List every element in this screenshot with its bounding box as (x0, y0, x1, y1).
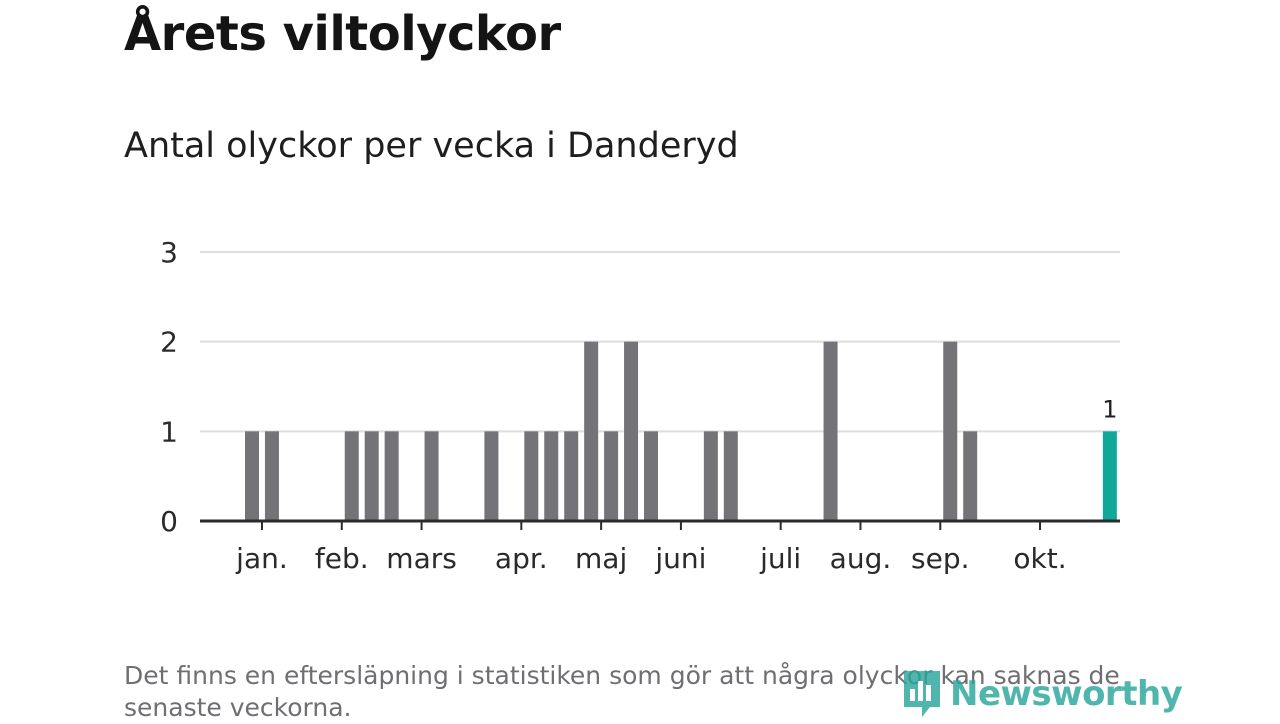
bars (245, 341, 1117, 521)
x-tick-label: maj (575, 542, 627, 575)
x-tick-label: jan. (235, 542, 288, 575)
bar (823, 341, 838, 521)
y-axis-ticks: 0 1 2 3 (160, 236, 178, 538)
chart-subtitle: Antal olyckor per vecka i Danderyd (124, 126, 739, 166)
chart-title: Årets viltolyckor (124, 6, 561, 62)
x-tick-label: juli (759, 542, 801, 575)
newsworthy-logo-text: Newsworthy (950, 674, 1183, 714)
x-tick-label: juni (654, 542, 706, 575)
y-tick-label: 0 (160, 505, 178, 538)
bar (943, 341, 958, 521)
y-tick-label: 1 (160, 415, 178, 448)
bar (424, 431, 439, 521)
x-tick-label: okt. (1013, 542, 1066, 575)
bar (703, 431, 718, 521)
footnote: Det finns en eftersläpning i statistiken… (124, 661, 1120, 722)
bar (384, 431, 399, 521)
bar (364, 431, 379, 521)
bar (245, 431, 259, 521)
bar (564, 431, 579, 521)
newsworthy-logo: Newsworthy (902, 668, 1183, 720)
bar (604, 431, 619, 521)
bar-highlighted (1102, 431, 1117, 521)
annotations: 1 (1102, 395, 1117, 423)
x-tick-label: aug. (830, 542, 892, 575)
y-tick-label: 3 (160, 236, 178, 269)
x-axis (200, 519, 1120, 530)
highlight-value-label: 1 (1102, 395, 1117, 423)
bar (723, 431, 738, 521)
newsworthy-logo-icon (904, 671, 940, 717)
gridlines (200, 251, 1120, 433)
bar-chart: 0 1 2 3 jan. feb. mars apr. maj juni juli aug. sep.… (160, 236, 1120, 575)
bar (624, 341, 639, 521)
x-tick-label: feb. (315, 542, 369, 575)
y-tick-label: 2 (160, 326, 178, 359)
bar (344, 431, 359, 521)
x-tick-label: apr. (495, 542, 548, 575)
bar (484, 431, 499, 521)
bar (524, 431, 539, 521)
bar (644, 431, 658, 521)
bar (584, 341, 599, 521)
bar (264, 431, 279, 521)
x-tick-label: mars (386, 542, 457, 575)
x-axis-labels: jan. feb. mars apr. maj juni juli aug. sep. okt. (235, 542, 1066, 575)
bar (963, 431, 978, 521)
bar (544, 431, 559, 521)
x-tick-label: sep. (911, 542, 970, 575)
